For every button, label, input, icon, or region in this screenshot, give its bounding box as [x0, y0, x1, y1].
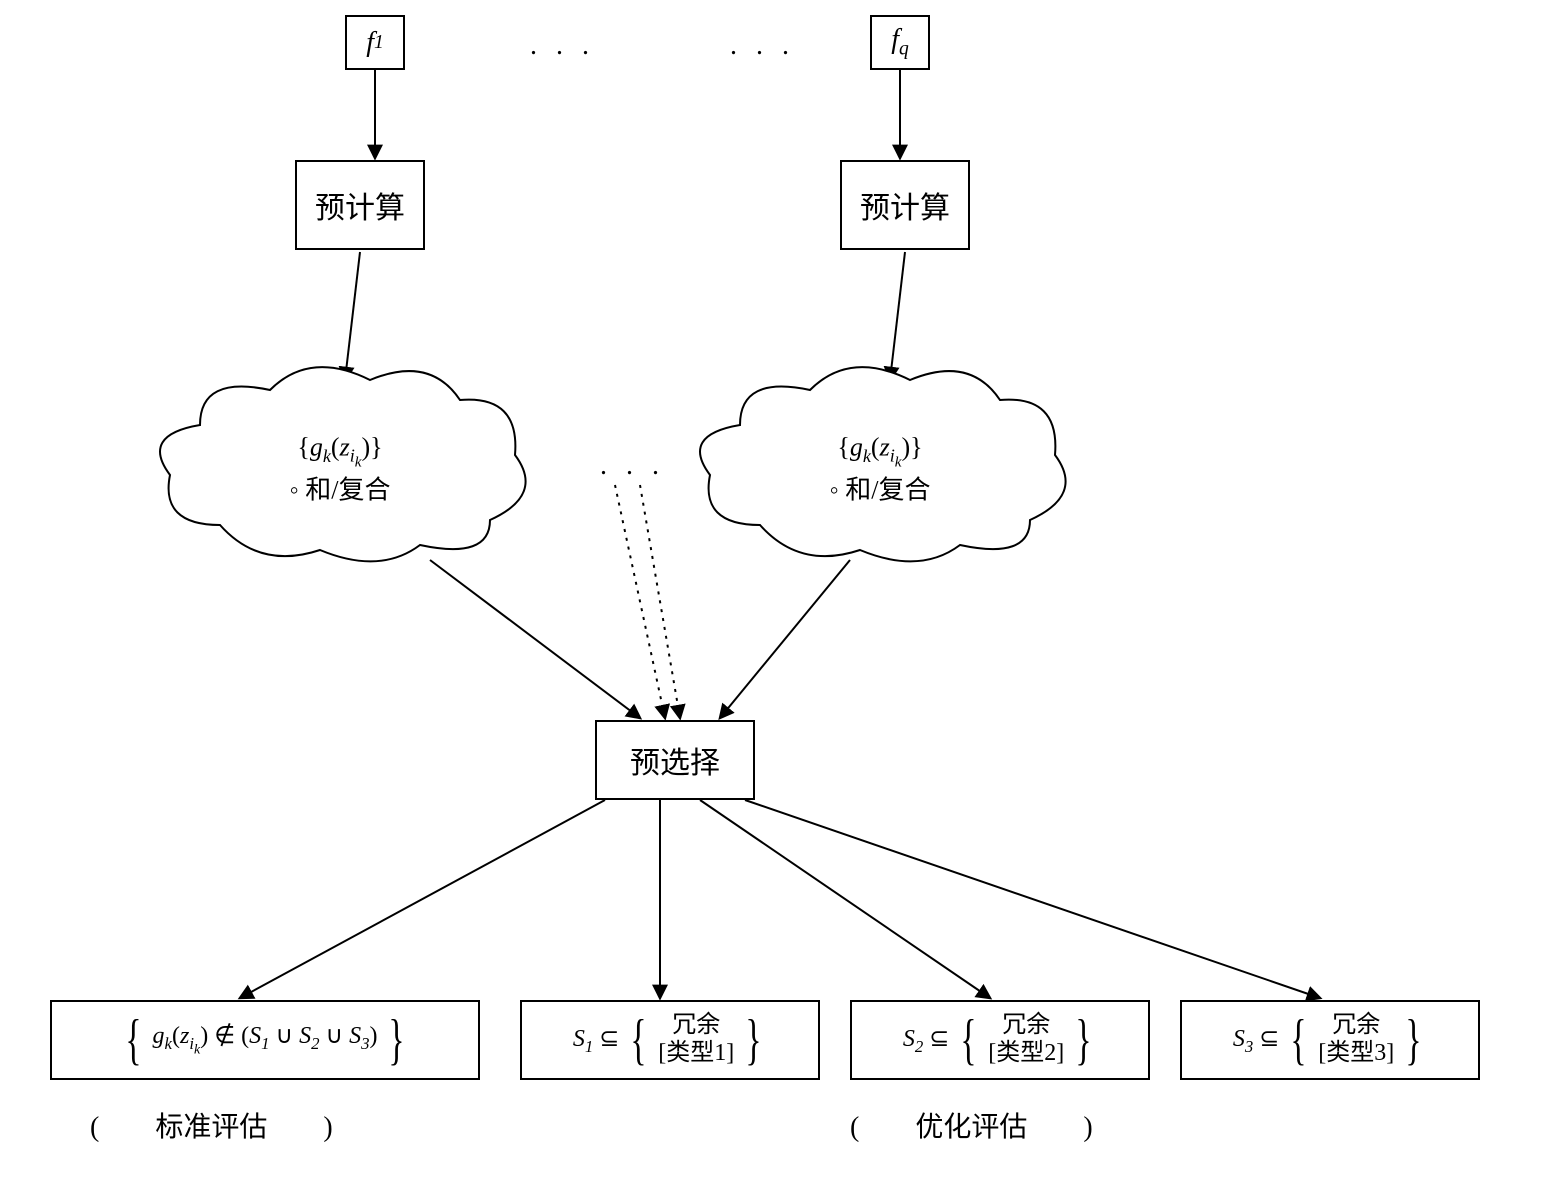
node-f1: f1 — [345, 15, 405, 70]
bottom-box-1-formula: gk(zik) ∉ (S1 ∪ S2 ∪ S3) — [153, 1021, 378, 1058]
bottom-box-4-bot: [类型3] — [1318, 1040, 1394, 1066]
bottom-box-2-top: 冗余 — [672, 1012, 720, 1038]
cloud-2: {gk(zik)} ◦ 和/复合 — [690, 355, 1070, 575]
cloud-1-formula: {gk(zik)} — [150, 430, 530, 473]
bottom-box-4-lhs: S3 ⊆ — [1233, 1024, 1280, 1057]
bottom-box-3-lhs: S2 ⊆ — [903, 1024, 950, 1057]
node-precompute-1: 预计算 — [295, 160, 425, 250]
ellipsis-top-right: . . . — [730, 30, 795, 62]
cloud-1-label: ◦ 和/复合 — [150, 473, 530, 508]
cloud-2-formula: {gk(zik)} — [690, 430, 1070, 473]
bottom-box-type3: S3 ⊆ { 冗余 [类型3] } — [1180, 1000, 1480, 1080]
caption-optimized-eval: ( 优化评估 ) — [850, 1105, 1093, 1145]
ellipsis-top-left: . . . — [530, 30, 595, 62]
caption-standard-eval: ( 标准评估 ) — [90, 1105, 333, 1145]
diagram-canvas: f1 fq . . . . . . . . . 预计算 预计算 {gk(zik)… — [0, 0, 1541, 1180]
cloud-2-label: ◦ 和/复合 — [690, 473, 1070, 508]
node-fq: fq — [870, 15, 930, 70]
ellipsis-mid: . . . — [600, 450, 665, 482]
bottom-box-3-top: 冗余 — [1002, 1012, 1050, 1038]
bottom-box-2-bot: [类型1] — [658, 1040, 734, 1066]
node-precompute-2: 预计算 — [840, 160, 970, 250]
cloud-1: {gk(zik)} ◦ 和/复合 — [150, 355, 530, 575]
node-preselect: 预选择 — [595, 720, 755, 800]
bottom-box-3-bot: [类型2] — [988, 1040, 1064, 1066]
bottom-box-type2: S2 ⊆ { 冗余 [类型2] } — [850, 1000, 1150, 1080]
bottom-box-2-lhs: S1 ⊆ — [573, 1024, 620, 1057]
bottom-box-standard: { gk(zik) ∉ (S1 ∪ S2 ∪ S3) } — [50, 1000, 480, 1080]
bottom-box-4-top: 冗余 — [1332, 1012, 1380, 1038]
bottom-box-type1: S1 ⊆ { 冗余 [类型1] } — [520, 1000, 820, 1080]
